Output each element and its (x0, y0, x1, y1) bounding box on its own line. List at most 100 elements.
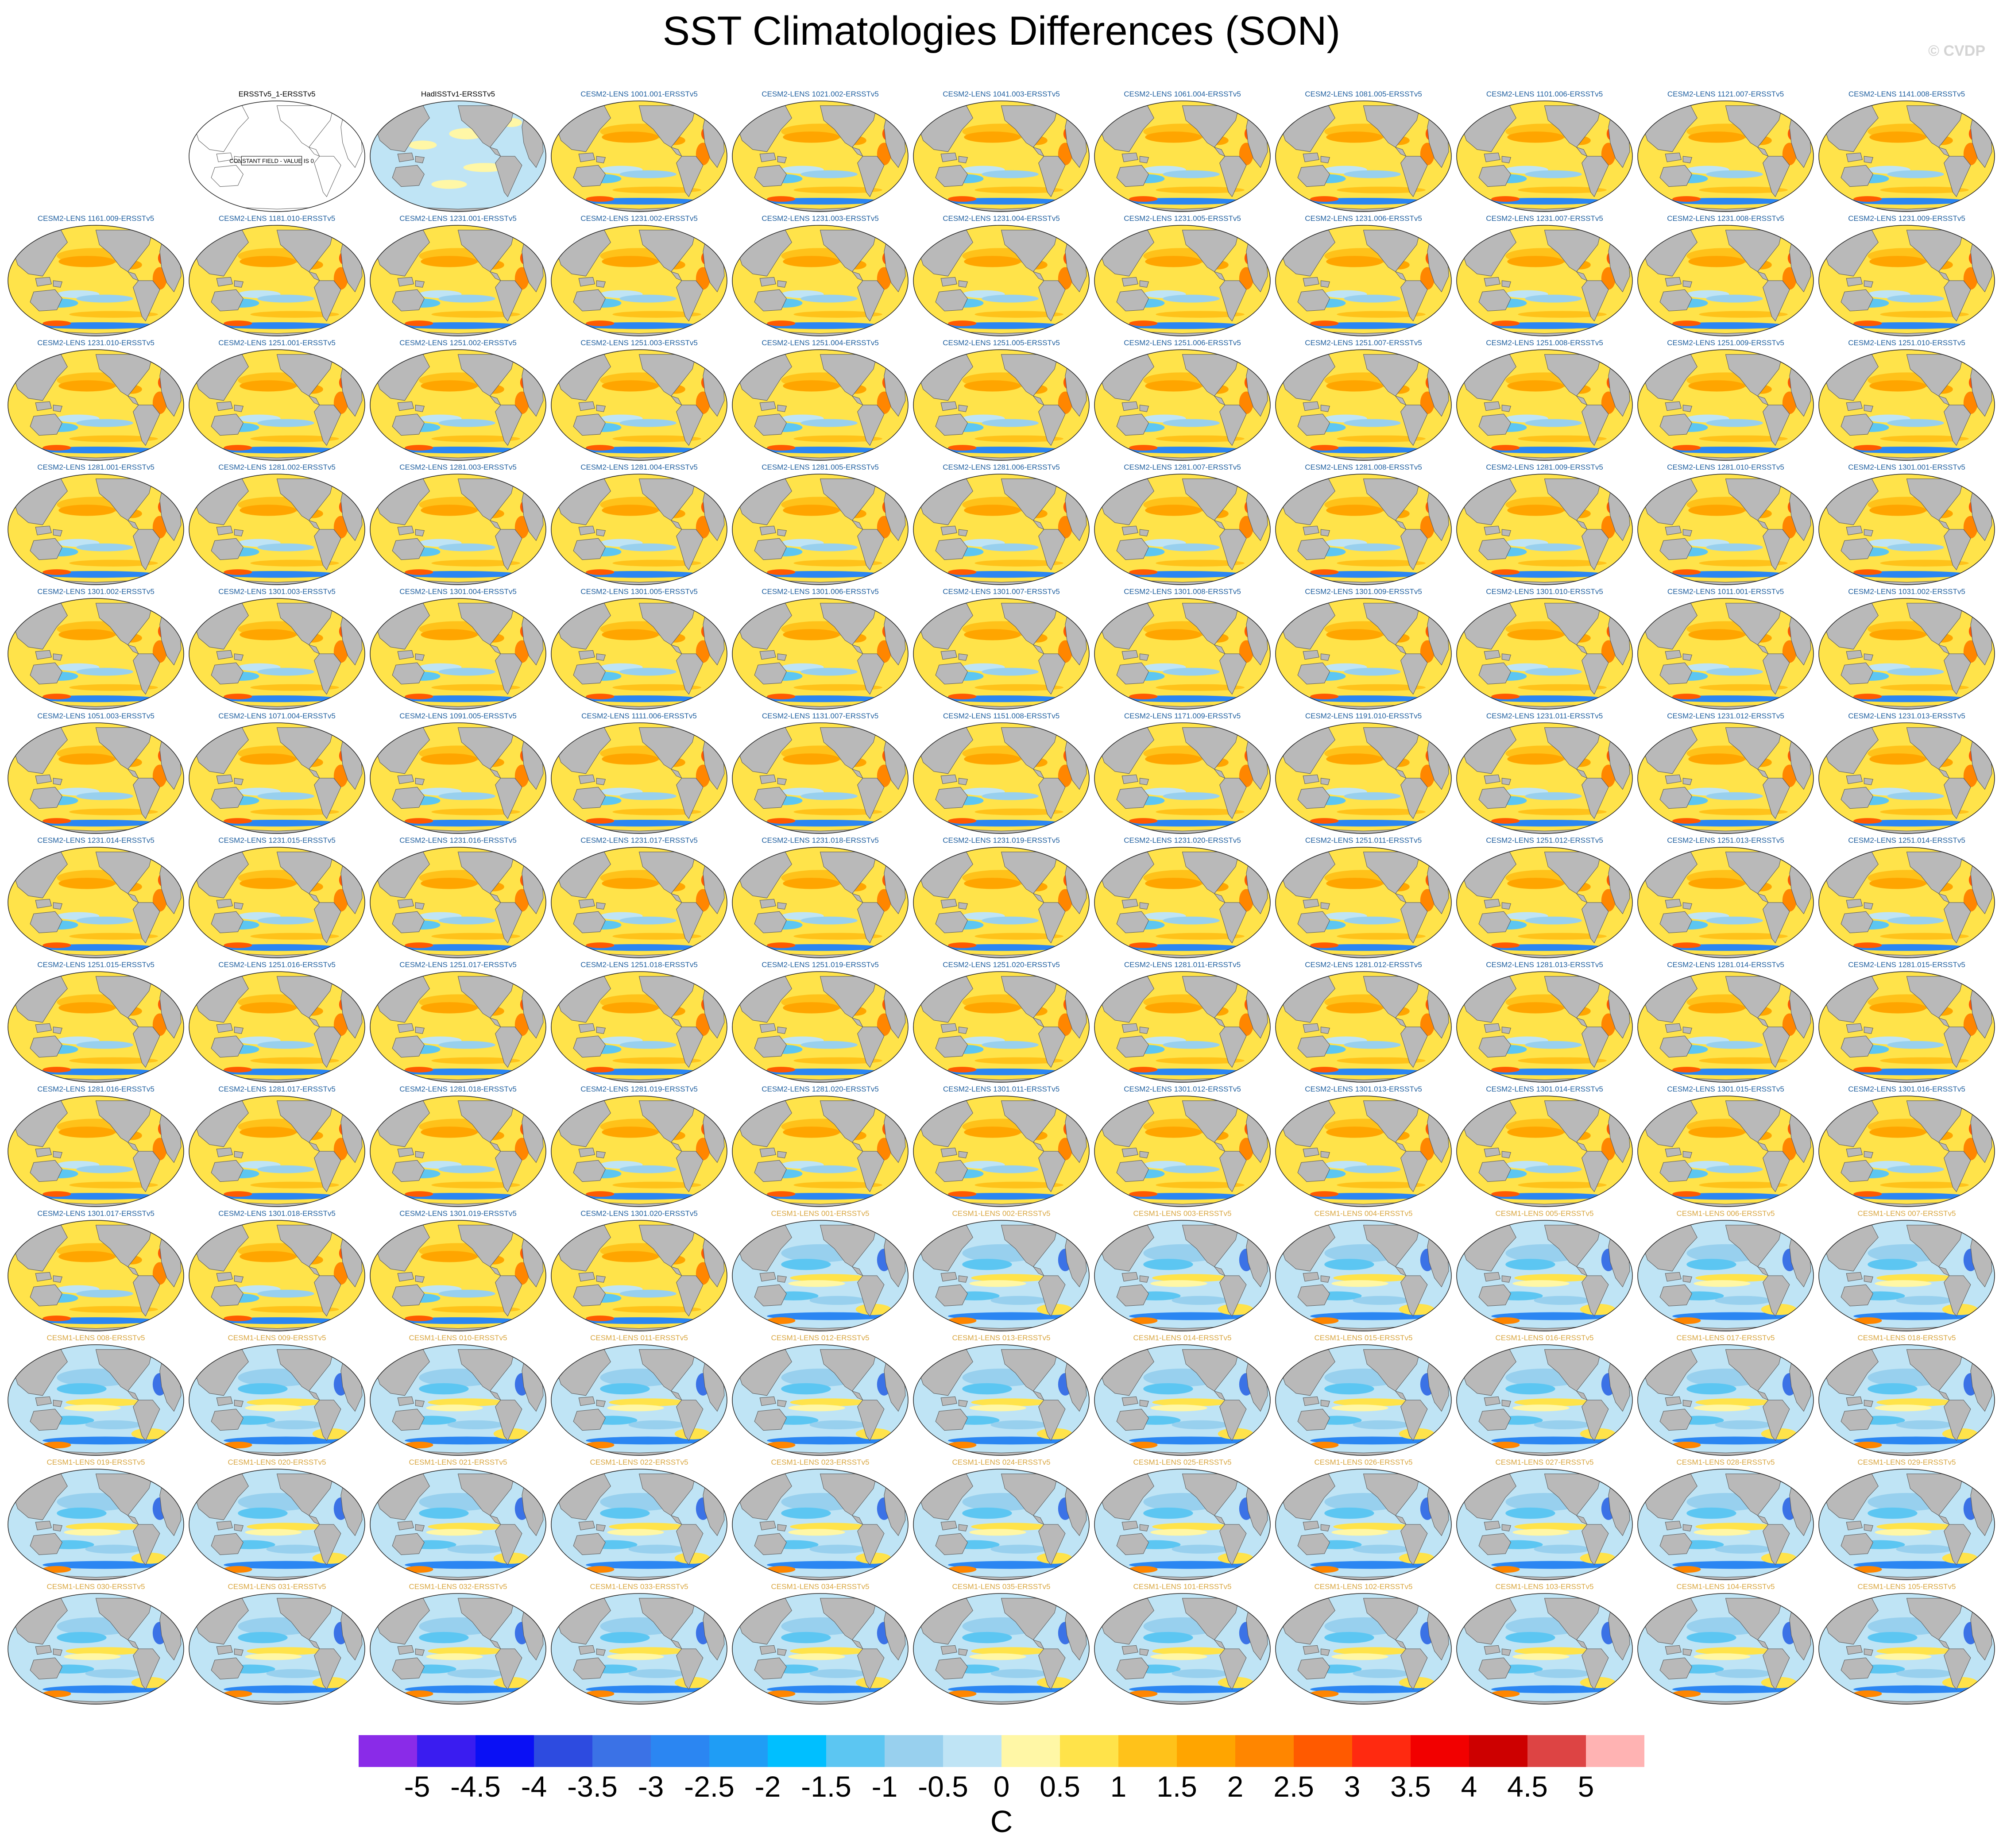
panel-title: CESM2-LENS 1251.006-ERSSTv5 (1124, 339, 1241, 347)
panel-title: CESM2-LENS 1041.003-ERSSTv5 (943, 90, 1060, 98)
sst-difference-map (1456, 598, 1633, 710)
panel-title: CESM2-LENS 1021.002-ERSSTv5 (762, 90, 879, 98)
map-panel: CESM2-LENS 1301.001-ERSSTv5 (1818, 463, 1995, 586)
map-panel: CESM1-LENS 002-ERSSTv5 (913, 1209, 1090, 1333)
map-panel: CESM1-LENS 019-ERSSTv5 (7, 1458, 185, 1582)
colorbar-tick-label: 3 (1344, 1770, 1361, 1803)
colorbar-swatch (1294, 1735, 1353, 1767)
map-panel: CESM2-LENS 1071.004-ERSSTv5 (188, 711, 366, 835)
map-panel: CESM2-LENS 1301.004-ERSSTv5 (369, 587, 547, 711)
panel-title: CESM1-LENS 006-ERSSTv5 (1676, 1209, 1775, 1218)
panel-title: CESM2-LENS 1301.018-ERSSTv5 (218, 1209, 336, 1218)
colorbar-units: C (990, 1804, 1013, 1839)
sst-difference-map (189, 1593, 365, 1705)
map-panel: CESM1-LENS 035-ERSSTv5 (913, 1582, 1090, 1706)
panel-title: CESM2-LENS 1301.009-ERSSTv5 (1305, 587, 1422, 596)
sst-difference-map (189, 1220, 365, 1331)
sst-difference-map (370, 1593, 546, 1705)
map-panel: CESM1-LENS 029-ERSSTv5 (1818, 1458, 1995, 1582)
sst-difference-map (189, 1096, 365, 1207)
map-panel: CESM2-LENS 1181.010-ERSSTv5 (188, 214, 366, 338)
sst-difference-map (1637, 225, 1814, 336)
panel-title: CESM2-LENS 1251.004-ERSSTv5 (762, 339, 879, 347)
sst-difference-map (1094, 847, 1271, 958)
panel-title: CESM2-LENS 1301.002-ERSSTv5 (37, 587, 155, 596)
sst-difference-map (913, 847, 1090, 958)
sst-difference-map (370, 847, 546, 958)
sst-difference-map (732, 847, 909, 958)
panel-title: CESM1-LENS 033-ERSSTv5 (590, 1582, 688, 1591)
colorbar-swatch (709, 1735, 768, 1767)
colorbar-tick-label: -4 (521, 1770, 547, 1803)
map-panel: CESM2-LENS 1301.016-ERSSTv5 (1818, 1084, 1995, 1208)
sst-difference-map (1818, 1593, 1995, 1705)
map-panel: CESM1-LENS 003-ERSSTv5 (1094, 1209, 1271, 1333)
sst-difference-map (1456, 225, 1633, 336)
map-panel: CESM2-LENS 1231.006-ERSSTv5 (1275, 214, 1452, 338)
panel-title: CESM1-LENS 001-ERSSTv5 (771, 1209, 870, 1218)
map-panel: CESM1-LENS 009-ERSSTv5 (188, 1333, 366, 1457)
colorbar-swatch (826, 1735, 885, 1767)
panel-title: CESM2-LENS 1051.003-ERSSTv5 (37, 712, 155, 720)
sst-difference-map (8, 1344, 184, 1456)
panel-title: CESM2-LENS 1281.003-ERSSTv5 (399, 463, 517, 471)
map-panel: CESM2-LENS 1231.016-ERSSTv5 (369, 836, 547, 960)
colorbar-tick-label: 5 (1578, 1770, 1594, 1803)
panel-title: CESM1-LENS 103-ERSSTv5 (1495, 1582, 1594, 1591)
map-panel: CESM2-LENS 1231.012-ERSSTv5 (1637, 711, 1814, 835)
map-panel: CESM2-LENS 1251.001-ERSSTv5 (188, 338, 366, 462)
panel-title: CESM2-LENS 1301.005-ERSSTv5 (580, 587, 698, 596)
sst-difference-map (1456, 100, 1633, 212)
colorbar-tick-label: 0 (993, 1770, 1010, 1803)
panel-title: CESM2-LENS 1281.019-ERSSTv5 (580, 1085, 698, 1093)
panel-title: CESM2-LENS 1141.008-ERSSTv5 (1848, 90, 1965, 98)
panel-title: CESM1-LENS 104-ERSSTv5 (1676, 1582, 1775, 1591)
map-panel: CESM2-LENS 1231.004-ERSSTv5 (913, 214, 1090, 338)
map-panel: CESM2-LENS 1301.011-ERSSTv5 (913, 1084, 1090, 1208)
colorbar-swatch (1586, 1735, 1644, 1767)
panel-title: CESM1-LENS 003-ERSSTv5 (1133, 1209, 1232, 1218)
sst-difference-map (1637, 1344, 1814, 1456)
panel-title: CESM1-LENS 028-ERSSTv5 (1676, 1458, 1775, 1466)
panel-title: CESM1-LENS 031-ERSSTv5 (228, 1582, 326, 1591)
sst-difference-map (1094, 225, 1271, 336)
map-panel: CESM1-LENS 101-ERSSTv5 (1094, 1582, 1271, 1706)
panel-title: CESM1-LENS 011-ERSSTv5 (590, 1334, 688, 1342)
panel-title: CESM2-LENS 1231.007-ERSSTv5 (1486, 214, 1603, 223)
map-panel: CESM2-LENS 1231.008-ERSSTv5 (1637, 214, 1814, 338)
colorbar-swatch (359, 1735, 418, 1767)
panel-title: CESM2-LENS 1281.008-ERSSTv5 (1305, 463, 1422, 471)
colorbar-swatch (534, 1735, 593, 1767)
panel-title: CESM2-LENS 1231.008-ERSSTv5 (1667, 214, 1784, 223)
sst-difference-map (732, 598, 909, 710)
panel-title: CESM1-LENS 018-ERSSTv5 (1857, 1334, 1956, 1342)
map-panel: CESM2-LENS 1251.016-ERSSTv5 (188, 960, 366, 1084)
sst-difference-map (370, 100, 546, 212)
sst-difference-map (189, 722, 365, 834)
colorbar-tick-label: 0.5 (1040, 1770, 1080, 1803)
panel-title: CESM1-LENS 019-ERSSTv5 (46, 1458, 145, 1466)
panel-title: CESM1-LENS 015-ERSSTv5 (1314, 1334, 1413, 1342)
map-panel: CESM2-LENS 1251.005-ERSSTv5 (913, 338, 1090, 462)
panel-title: CESM1-LENS 035-ERSSTv5 (952, 1582, 1051, 1591)
sst-difference-map (1094, 1220, 1271, 1331)
map-panel: CESM2-LENS 1301.013-ERSSTv5 (1275, 1084, 1452, 1208)
map-panel: CESM1-LENS 025-ERSSTv5 (1094, 1458, 1271, 1582)
map-panel: CESM2-LENS 1251.008-ERSSTv5 (1456, 338, 1633, 462)
sst-difference-map (8, 722, 184, 834)
colorbar-swatch (592, 1735, 651, 1767)
panel-title: CESM1-LENS 010-ERSSTv5 (409, 1334, 507, 1342)
map-panel: CESM1-LENS 034-ERSSTv5 (731, 1582, 909, 1706)
sst-difference-map (732, 971, 909, 1083)
panel-title: CESM2-LENS 1081.005-ERSSTv5 (1305, 90, 1422, 98)
map-panel: CESM1-LENS 031-ERSSTv5 (188, 1582, 366, 1706)
sst-difference-map (551, 847, 727, 958)
colorbar-swatch (1411, 1735, 1469, 1767)
sst-difference-map (1818, 971, 1995, 1083)
panel-title: CESM2-LENS 1181.010-ERSSTv5 (218, 214, 336, 223)
sst-difference-map (732, 1344, 909, 1456)
map-panel: CESM2-LENS 1281.019-ERSSTv5 (550, 1084, 728, 1208)
map-panel: CESM2-LENS 1301.012-ERSSTv5 (1094, 1084, 1271, 1208)
panel-title: CESM2-LENS 1231.003-ERSSTv5 (762, 214, 879, 223)
panel-title: CESM2-LENS 1301.003-ERSSTv5 (218, 587, 336, 596)
